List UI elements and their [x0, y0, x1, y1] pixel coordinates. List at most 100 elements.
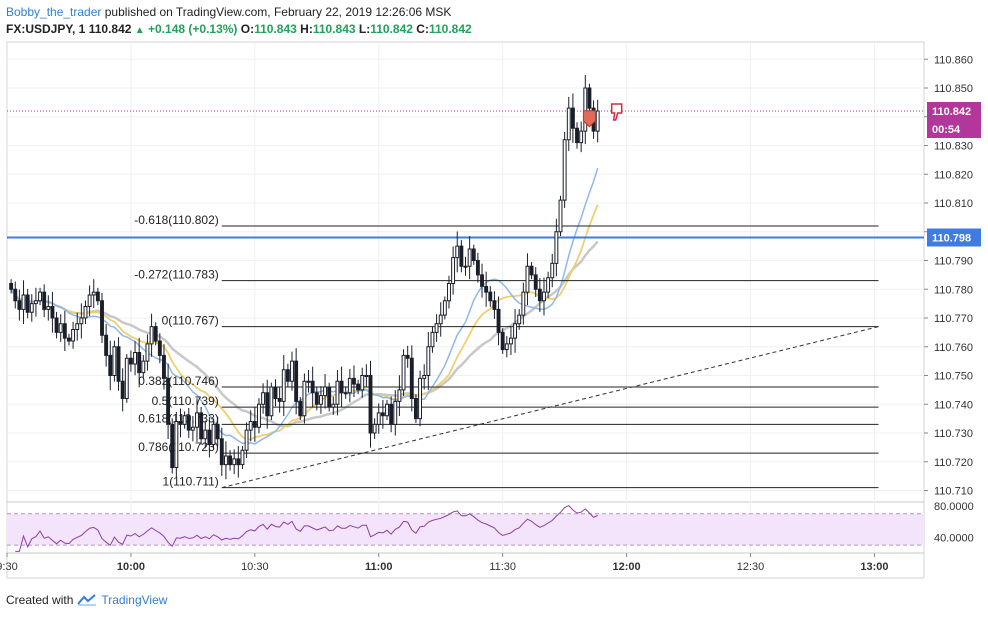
candle — [442, 300, 447, 316]
candle — [385, 403, 389, 417]
candle — [517, 314, 522, 325]
candle — [496, 308, 501, 333]
candle — [380, 412, 385, 417]
candle — [285, 369, 290, 382]
last-price-badge-bg — [927, 102, 981, 120]
candle — [508, 337, 513, 345]
candle — [484, 285, 489, 293]
thumbs-down-icon — [610, 103, 623, 121]
candle — [203, 429, 208, 440]
candle — [513, 323, 518, 339]
candle — [430, 331, 435, 348]
candle — [54, 317, 59, 333]
y-tick-label: 110.850 — [934, 83, 973, 95]
y-tick-label: 110.760 — [934, 342, 973, 354]
candle — [252, 421, 257, 428]
author-link[interactable]: Bobby_the_trader — [6, 5, 102, 19]
candle — [215, 423, 220, 440]
candle — [248, 421, 253, 431]
candle — [195, 412, 199, 428]
candle — [269, 386, 274, 417]
x-tick-label: 12:30 — [737, 561, 765, 573]
candle — [219, 438, 224, 466]
candle — [17, 300, 22, 310]
candle — [79, 317, 84, 325]
x-tick-label: 12:00 — [613, 561, 641, 573]
x-tick-label: 10:30 — [241, 561, 269, 573]
fib-level-label: 0(110.767) — [162, 314, 219, 328]
candle — [542, 291, 546, 302]
candle — [162, 354, 166, 379]
fib-level-label: 0.382(110.746) — [138, 374, 219, 388]
y-tick-label: 110.720 — [934, 457, 973, 469]
candle — [46, 306, 51, 310]
candle — [104, 334, 109, 356]
candle — [38, 291, 42, 302]
candle — [149, 326, 154, 345]
candle — [533, 274, 538, 290]
candle — [75, 323, 80, 330]
open-value: 110.843 — [254, 22, 297, 36]
symbol-line: FX:USDJPY, 1 110.842 ▲ +0.148 (+0.13%) O… — [6, 22, 472, 36]
fib-level-label: 0.786(110.723) — [138, 440, 219, 454]
footer: Created with TradingView — [6, 593, 167, 607]
candle — [500, 331, 505, 351]
candle — [364, 375, 369, 377]
candle — [575, 127, 579, 144]
candle — [186, 415, 191, 431]
candle — [21, 294, 26, 310]
candle — [133, 352, 137, 365]
candle — [211, 423, 216, 445]
rsi-line — [15, 504, 598, 552]
publish-line: Bobby_the_trader published on TradingVie… — [6, 5, 451, 19]
candle — [314, 392, 319, 405]
candle — [475, 260, 480, 276]
candle — [352, 377, 356, 385]
candle — [153, 326, 158, 342]
candle — [372, 423, 377, 434]
candle — [376, 412, 381, 425]
candle — [58, 323, 63, 333]
candle — [310, 380, 315, 394]
candle — [108, 354, 113, 376]
candle — [558, 199, 563, 233]
candle — [50, 306, 55, 319]
candle — [199, 412, 204, 440]
candle — [223, 455, 228, 466]
horizontal-level-badge: 110.798 — [932, 233, 971, 245]
candle — [422, 375, 427, 379]
candle — [120, 380, 125, 399]
candle — [141, 360, 146, 374]
candle — [112, 346, 117, 376]
candle — [401, 354, 406, 391]
candle — [339, 380, 344, 394]
high-label: H: — [300, 22, 313, 36]
plot-frame — [6, 41, 925, 579]
candle — [128, 357, 133, 365]
change-value: +0.148 (+0.13%) — [148, 22, 238, 36]
y-tick-label: 110.810 — [934, 198, 973, 210]
tradingview-logo-icon — [77, 594, 97, 606]
candle — [579, 130, 584, 144]
candle — [566, 107, 571, 141]
tradingview-brand[interactable]: TradingView — [101, 593, 168, 607]
candle — [323, 386, 328, 397]
candle — [327, 386, 332, 408]
y-tick-label: 110.830 — [934, 141, 973, 153]
candle — [290, 360, 294, 382]
candle — [389, 403, 394, 425]
candle — [244, 429, 249, 451]
candle — [595, 110, 600, 132]
candle — [438, 314, 443, 325]
x-tick-label: 13:00 — [860, 561, 888, 573]
horizontal-level-badge-bg — [927, 228, 981, 247]
candle — [157, 340, 162, 356]
y-tick-label: 110.770 — [934, 313, 973, 325]
candle — [298, 400, 303, 417]
fib-level-label: -0.618(110.802) — [134, 213, 219, 227]
short-marker-icon — [582, 110, 596, 128]
candle — [331, 403, 336, 408]
candle — [302, 380, 307, 417]
candle — [459, 245, 464, 267]
